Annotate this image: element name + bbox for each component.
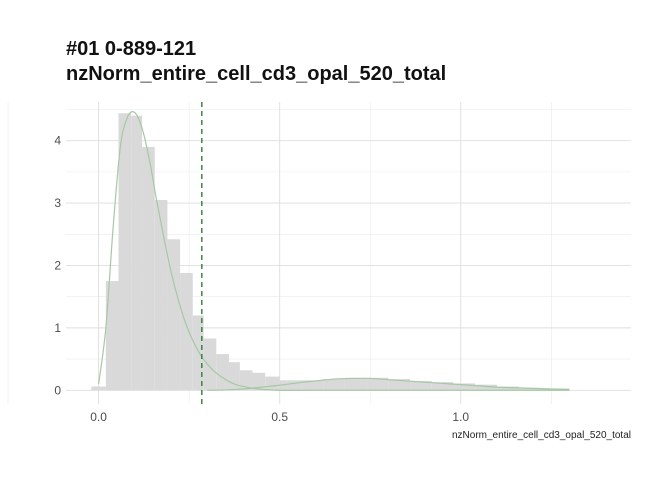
chart-title-line-1: #01 0-889-121 — [66, 38, 197, 60]
minor-gridlines — [7, 102, 631, 404]
histogram-bar — [228, 362, 240, 391]
histogram-bar — [252, 372, 266, 391]
x-tick-label: 0.0 — [90, 410, 107, 424]
histogram-bar — [154, 199, 168, 391]
histogram-bar — [388, 379, 411, 391]
histogram-bar — [180, 272, 193, 391]
y-tick-label: 2 — [54, 258, 61, 272]
histogram-bar — [366, 377, 389, 391]
histogram-bars — [91, 113, 570, 391]
histogram-bar — [344, 377, 367, 391]
histogram-bar — [410, 380, 432, 391]
chart-title-line-2: nzNorm_entire_cell_cd3_opal_520_total — [66, 63, 447, 85]
histogram-bar — [239, 370, 253, 391]
histogram-bar — [167, 239, 181, 391]
y-tick-label: 1 — [54, 321, 61, 335]
histogram-bar — [131, 115, 143, 391]
histogram-bar — [91, 386, 106, 391]
histogram-bar — [192, 315, 204, 391]
histogram-bar — [475, 384, 497, 391]
histogram-bar — [203, 338, 217, 391]
histogram-bar — [431, 382, 454, 391]
histogram-bar — [118, 113, 132, 391]
density-curve — [207, 377, 570, 391]
y-tick-label: 0 — [54, 383, 61, 397]
histogram-bar — [301, 380, 324, 391]
histogram-bar — [142, 146, 155, 391]
x-axis-tick-labels: 0.0 0.5 1.0 — [90, 410, 469, 424]
histogram-bar — [323, 379, 345, 391]
histogram-bar — [496, 386, 519, 391]
y-axis-tick-labels: 0 1 2 3 4 — [54, 134, 61, 398]
histogram-bar — [518, 387, 541, 391]
x-axis-label: nzNorm_entire_cell_cd3_opal_520_total — [452, 430, 631, 441]
histogram-bar — [279, 380, 302, 391]
x-tick-label: 0.5 — [271, 410, 288, 424]
histogram-bar — [216, 354, 229, 391]
x-tick-label: 1.0 — [452, 410, 469, 424]
histogram-bar — [265, 376, 280, 391]
y-tick-label: 4 — [54, 134, 61, 148]
histogram-bar — [105, 281, 119, 391]
y-tick-label: 3 — [54, 196, 61, 210]
histogram-bar — [453, 383, 476, 391]
density-curves — [98, 111, 570, 391]
